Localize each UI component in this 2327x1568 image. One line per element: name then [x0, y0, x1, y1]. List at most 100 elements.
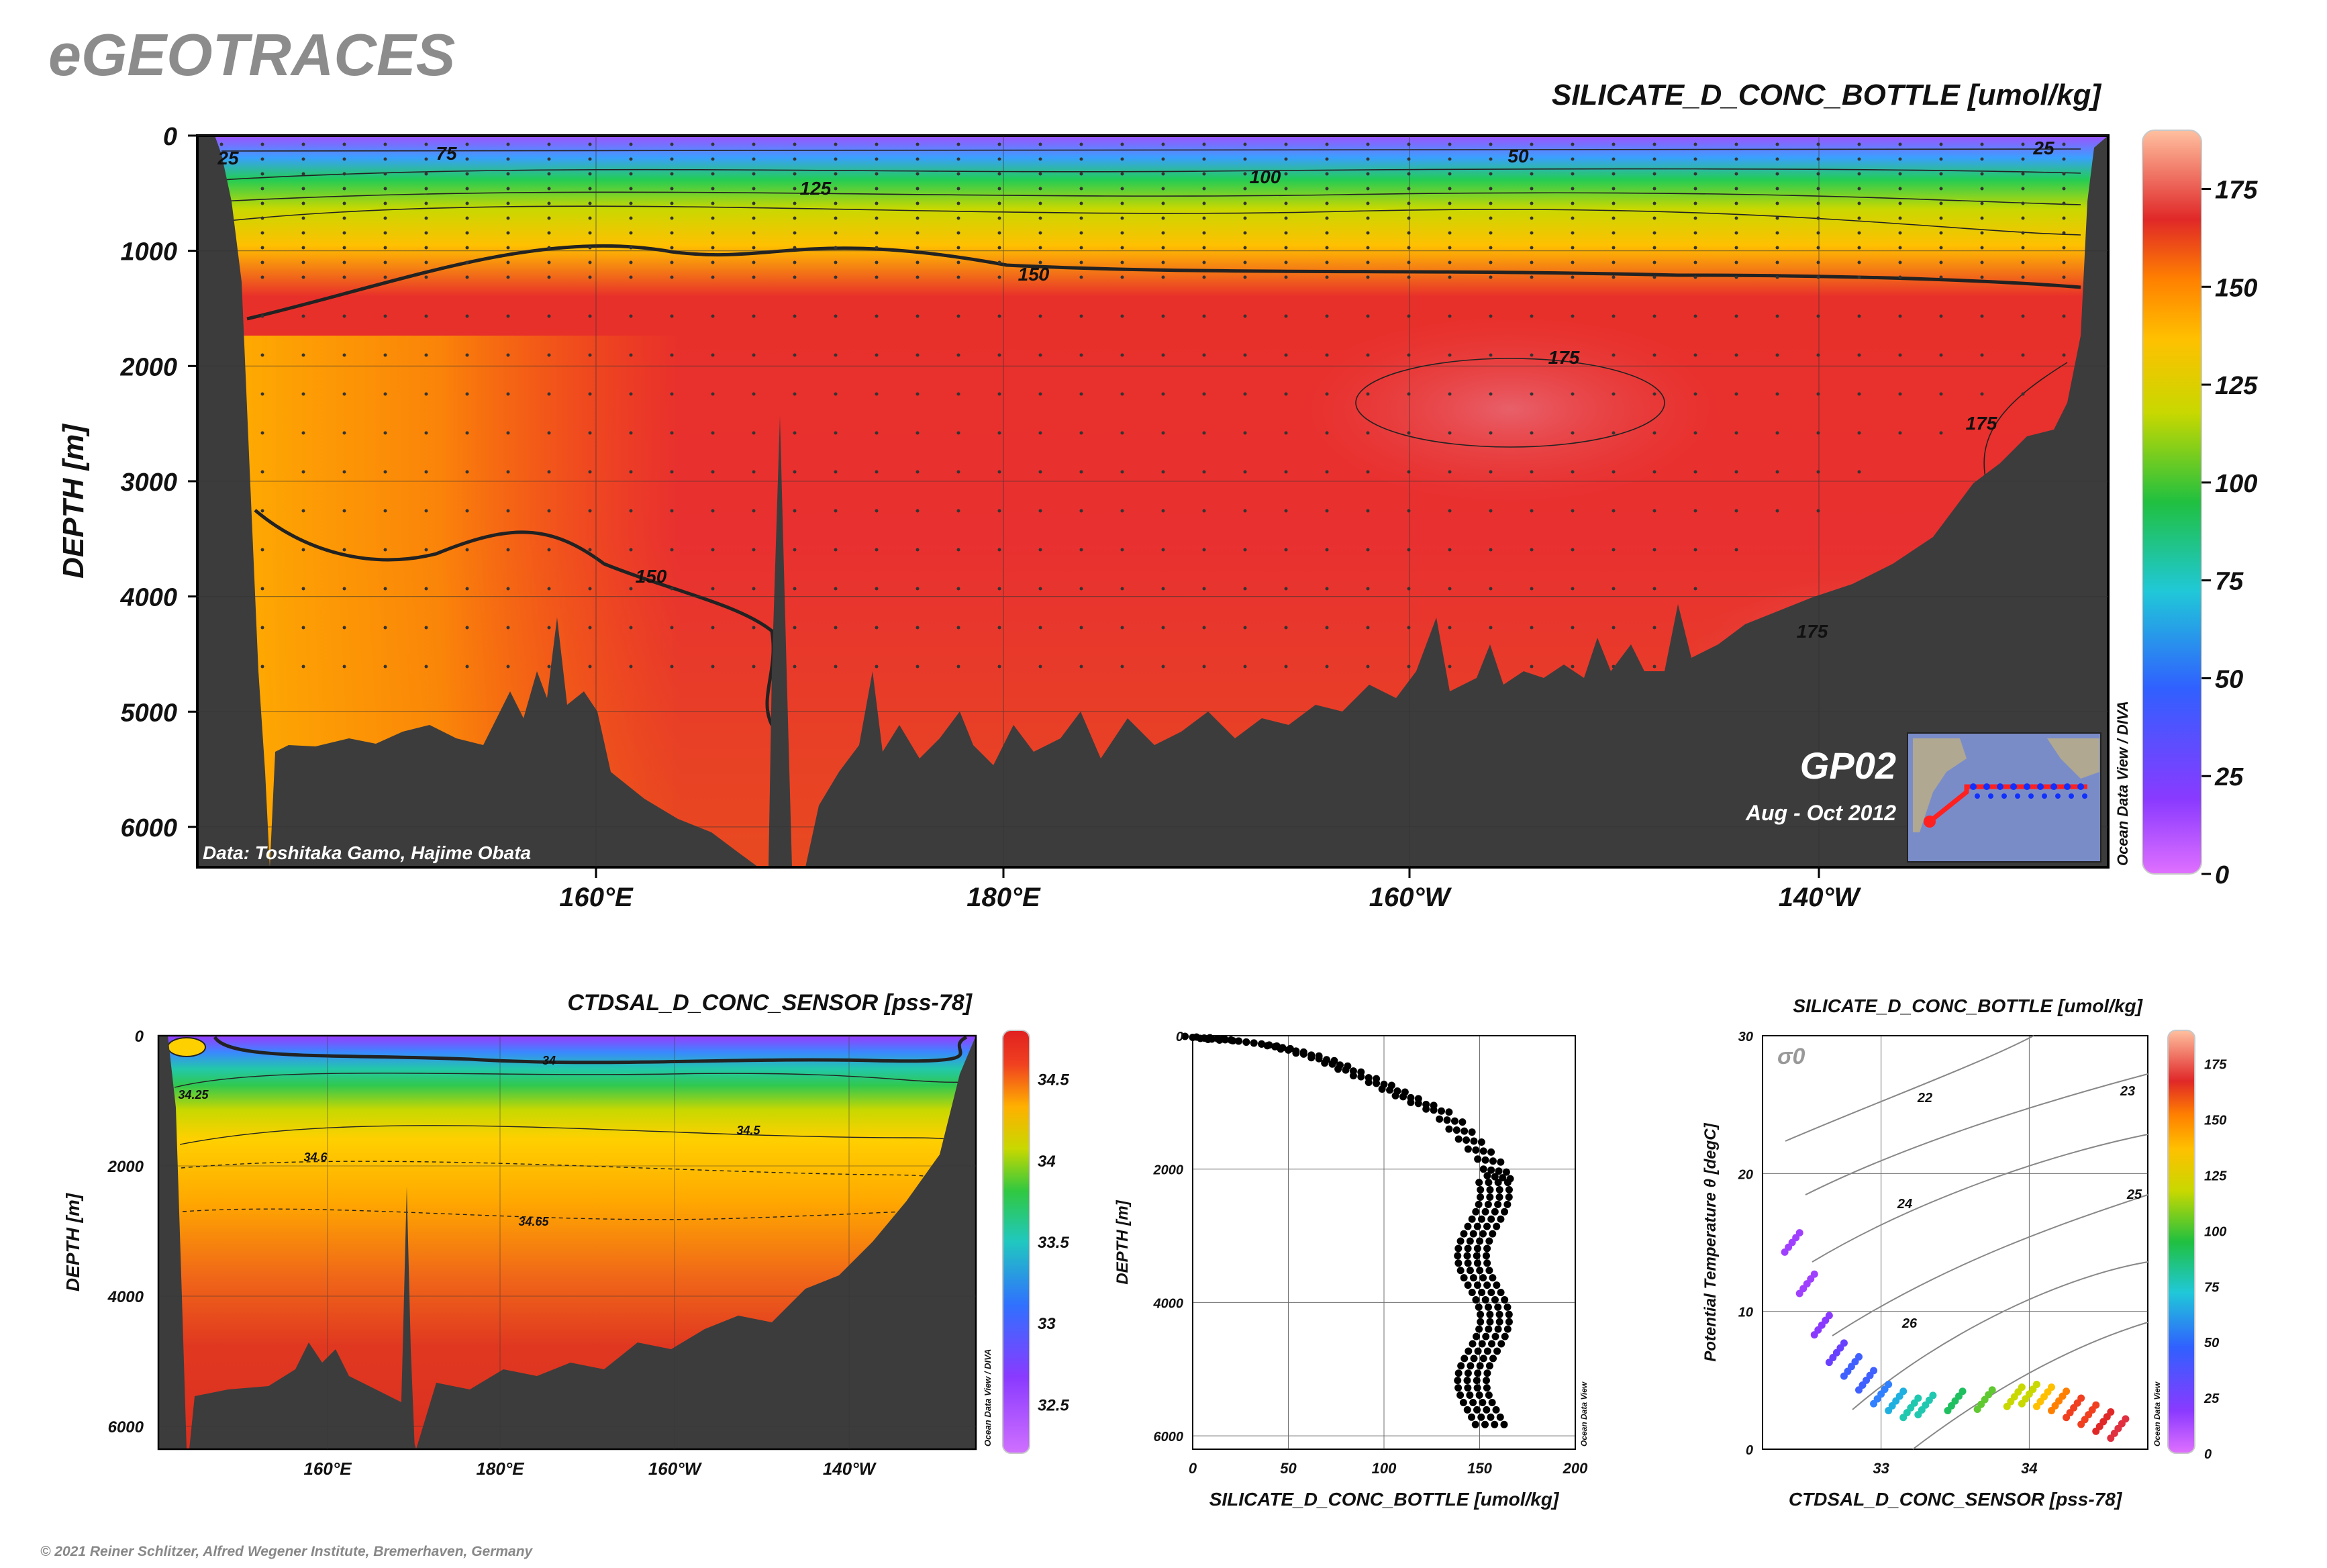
station-sample [1448, 260, 1452, 264]
sal-contour-label: 34.25 [178, 1088, 209, 1101]
station-sample [1612, 587, 1616, 591]
profile-point [1478, 1289, 1486, 1297]
profile-point [1489, 1157, 1497, 1165]
station-sample [1120, 157, 1124, 161]
station-sample [1161, 587, 1165, 591]
station-sample [956, 187, 960, 191]
station-sample [1939, 157, 1943, 161]
station-sample [1652, 353, 1656, 357]
station-sample [1571, 431, 1575, 435]
profile-point [1373, 1079, 1381, 1087]
station-sample [1448, 392, 1452, 396]
station-sample [915, 509, 920, 513]
station-sample [1693, 216, 1697, 220]
station-sample [875, 187, 879, 191]
station-sample [1775, 246, 1779, 250]
station-sample [588, 665, 592, 669]
station-sample [670, 548, 674, 552]
station-sample [711, 275, 715, 279]
main-section: SILICATE_D_CONC_BOTTLE [umol/kg] 0100020… [57, 79, 2258, 912]
station-sample [1448, 246, 1452, 250]
station-sample [588, 392, 592, 396]
profile-point [1473, 1259, 1481, 1267]
station-sample [1079, 548, 1083, 552]
ts-x-ticks: 33 34 [1873, 1460, 2037, 1477]
ts-colorbar-tick-label: 0 [2204, 1447, 2212, 1462]
station-sample [1448, 201, 1452, 205]
station-sample [1284, 231, 1288, 235]
station-sample [997, 260, 1001, 264]
profile-x-tick-label: 50 [1280, 1460, 1297, 1477]
station-sample [997, 314, 1001, 318]
profile-point [1457, 1362, 1465, 1370]
station-sample [547, 157, 551, 161]
station-sample [342, 509, 346, 513]
station-sample [1775, 142, 1779, 146]
profile-point [1464, 1281, 1472, 1289]
station-sample [1448, 470, 1452, 474]
station-sample [1530, 392, 1534, 396]
station-sample [629, 587, 633, 591]
profile-point [1475, 1325, 1483, 1333]
station-sample [1571, 314, 1575, 318]
station-sample [1898, 142, 1902, 146]
station-sample [1571, 246, 1575, 250]
station-sample [260, 314, 264, 318]
profile-point [1454, 1384, 1463, 1392]
station-sample [1448, 187, 1452, 191]
station-sample [1161, 187, 1165, 191]
station-sample [383, 201, 387, 205]
profile-point [1473, 1332, 1481, 1340]
station-sample [1120, 201, 1124, 205]
ts-isopycnal-labels: 22 23 24 25 26 [1897, 1084, 2142, 1331]
station-sample [1366, 626, 1370, 630]
station-sample [1939, 392, 1943, 396]
profile-point [1227, 1036, 1235, 1044]
station-sample [1530, 157, 1534, 161]
station-sample [629, 314, 633, 318]
station-sample [383, 509, 387, 513]
station-sample [301, 314, 305, 318]
inset-station [1983, 783, 1990, 790]
main-colorbar-tick-label: 25 [2214, 763, 2244, 791]
profile-point [1334, 1065, 1342, 1073]
profile-point [1486, 1318, 1494, 1326]
station-sample [342, 392, 346, 396]
profile-point [1488, 1340, 1496, 1348]
profile-point [1479, 1230, 1487, 1238]
station-sample [1284, 626, 1288, 630]
profile-x-tick-label: 200 [1563, 1460, 1588, 1477]
profile-point [1463, 1406, 1471, 1414]
station-sample [301, 548, 305, 552]
station-sample [1079, 246, 1083, 250]
station-sample [956, 314, 960, 318]
station-sample [1816, 470, 1820, 474]
sal-y-tick-label: 0 [135, 1028, 144, 1046]
station-sample [424, 187, 428, 191]
station-sample [1366, 431, 1370, 435]
station-sample [1202, 231, 1206, 235]
station-sample [1775, 431, 1779, 435]
station-sample [424, 665, 428, 669]
station-sample [1816, 246, 1820, 250]
station-sample [1120, 314, 1124, 318]
profile-point [1496, 1413, 1504, 1421]
station-sample [1038, 470, 1042, 474]
station-sample [1652, 157, 1656, 161]
station-sample [1489, 260, 1493, 264]
station-sample [506, 431, 510, 435]
profile-point [1503, 1303, 1512, 1311]
station-sample [1775, 201, 1779, 205]
station-sample [1407, 353, 1411, 357]
profile-point [1501, 1332, 1509, 1340]
station-sample [711, 587, 715, 591]
station-sample [670, 216, 674, 220]
station-sample [1284, 314, 1288, 318]
station-sample [1038, 587, 1042, 591]
station-sample [1284, 470, 1288, 474]
station-sample [2062, 231, 2066, 235]
station-sample [875, 548, 879, 552]
station-sample [1366, 392, 1370, 396]
station-sample [670, 201, 674, 205]
station-sample [1939, 216, 1943, 220]
